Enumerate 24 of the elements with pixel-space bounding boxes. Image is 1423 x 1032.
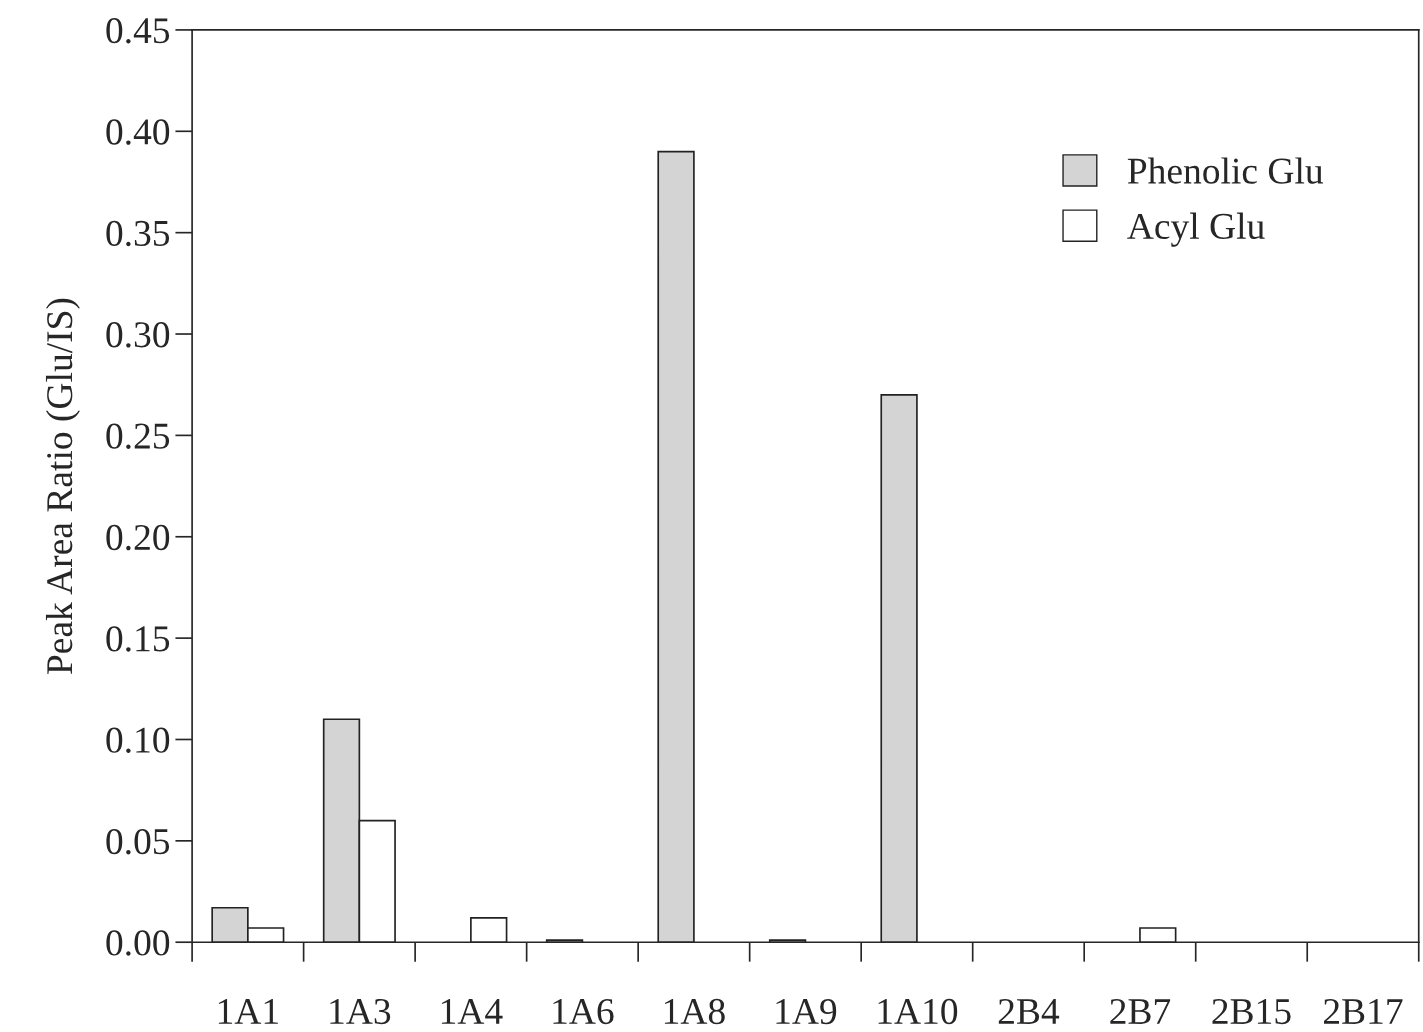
x-tick-label: 1A6 [553, 998, 614, 1025]
x-tick-label: 1A10 [878, 998, 958, 1025]
y-tick-label: 0.40 [106, 119, 170, 145]
y-tick-label: 0.25 [106, 423, 170, 449]
legend-label: Phenolic Glu [1127, 157, 1324, 184]
y-tick-label: 0.20 [106, 524, 170, 551]
x-tick-label: 2B4 [998, 998, 1060, 1024]
x-tick-label: 1A8 [664, 998, 725, 1025]
x-tick-label: 1A1 [218, 999, 278, 1024]
y-tick-label: 0.45 [106, 18, 170, 44]
x-tick-label: 2B17 [1323, 998, 1403, 1024]
x-tick-label: 2B7 [1110, 998, 1171, 1024]
y-tick-label: 0.05 [106, 828, 170, 855]
y-tick-label: 0.30 [106, 322, 170, 348]
y-axis-title: Peak Area Ratio (Glu/IS) [45, 298, 80, 675]
y-tick-label: 0.15 [106, 626, 170, 652]
legend-label: Acyl Glu [1127, 212, 1265, 247]
x-tick-label: 1A9 [776, 998, 837, 1025]
x-tick-label: 2B15 [1212, 998, 1291, 1025]
x-tick-label: 1A4 [441, 999, 503, 1024]
y-tick-label: 0.35 [106, 220, 170, 247]
y-tick-label: 0.10 [106, 727, 170, 754]
y-tick-label: 0.00 [106, 930, 170, 956]
x-tick-label: 1A3 [330, 998, 391, 1025]
